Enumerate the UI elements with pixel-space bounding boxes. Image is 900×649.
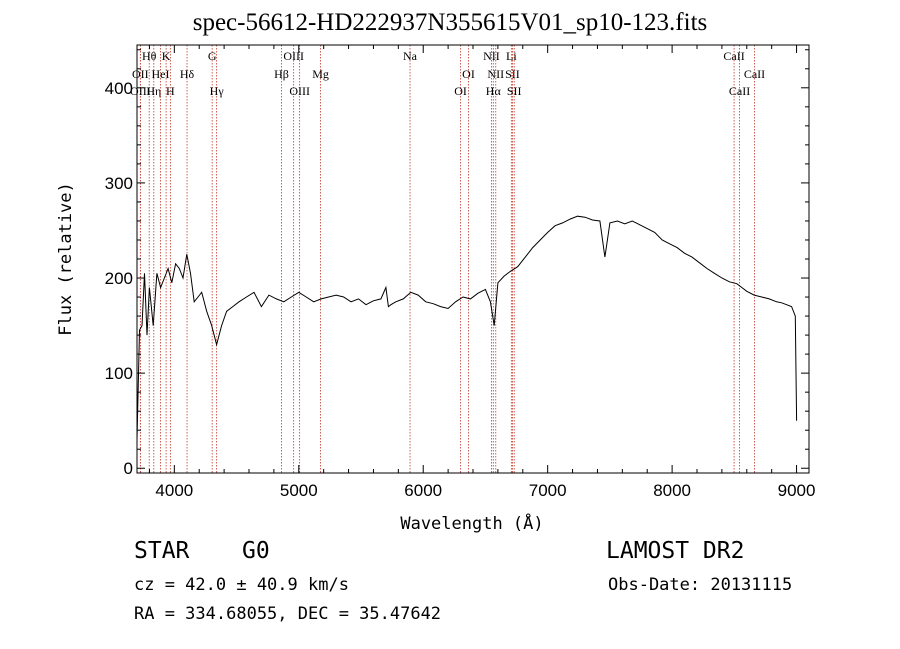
y-tick-label: 400 xyxy=(105,79,133,98)
y-tick-label: 0 xyxy=(124,459,133,478)
spectral-line-label: Mg xyxy=(312,67,329,81)
spectral-line-label: NII xyxy=(483,49,500,63)
spectral-line-label: H xyxy=(166,84,175,98)
spectral-line-label: CaII xyxy=(744,67,765,81)
spectral-line-label: Na xyxy=(403,49,418,63)
y-tick-label: 300 xyxy=(105,174,133,193)
x-tick-label: 7000 xyxy=(529,481,567,500)
spectral-line-label: Hβ xyxy=(274,67,289,81)
plot-frame xyxy=(136,44,810,474)
y-axis-label: Flux (relative) xyxy=(56,182,76,336)
chart-title: spec-56612-HD222937N355615V01_sp10-123.f… xyxy=(192,9,708,36)
observation-date: Obs-Date: 20131115 xyxy=(608,575,793,595)
y-tick-label: 100 xyxy=(105,364,133,383)
x-axis-label: Wavelength (Å) xyxy=(400,512,543,534)
spectral-line-label: HeI xyxy=(152,67,170,81)
spectral-line-label: SII xyxy=(505,67,520,81)
spectral-line-label: CaII xyxy=(723,49,744,63)
spectral-line-label: G xyxy=(208,49,217,63)
redshift-velocity: cz = 42.0 ± 40.9 km/s xyxy=(134,575,349,595)
coordinates: RA = 334.68055, DEC = 35.47642 xyxy=(134,604,442,624)
spectral-line-label: OI xyxy=(462,67,475,81)
spectral-line-label: SII xyxy=(507,84,522,98)
spectral-line-label: Hα xyxy=(486,84,502,98)
x-tick-label: 6000 xyxy=(404,481,442,500)
spectral-line-label: Li xyxy=(506,49,517,63)
spectral-line-label: Hγ xyxy=(210,84,225,98)
spectral-line-label: Hη xyxy=(146,84,161,98)
line-marker-layer: HθOIIOIIIHηHeIKHHδGHγHβOIIIOIIIMgNaOIOIN… xyxy=(130,45,765,473)
spectrum-line xyxy=(136,215,798,440)
spectral-line-label: OII xyxy=(132,67,149,81)
survey-name: LAMOST DR2 xyxy=(606,538,745,564)
spectral-line-label: OIII xyxy=(289,84,310,98)
spectral-line-label: Hδ xyxy=(180,67,195,81)
y-tick-label: 200 xyxy=(105,269,133,288)
spectral-line-label: OIII xyxy=(130,84,151,98)
object-class: G0 xyxy=(242,538,270,564)
spectral-line-label: OIII xyxy=(283,49,304,63)
x-tick-label: 5000 xyxy=(280,481,318,500)
x-tick-label: 9000 xyxy=(778,481,816,500)
object-type: STAR xyxy=(134,538,190,564)
spectral-line-label: NII xyxy=(487,67,504,81)
spectral-line-label: OI xyxy=(454,84,467,98)
x-tick-label: 8000 xyxy=(653,481,691,500)
axis-layer: 4000 5000 6000 7000 8000 9000 0 100 200 300 400 xyxy=(105,45,816,500)
spectral-line-label: K xyxy=(162,49,171,63)
x-tick-label: 4000 xyxy=(155,481,193,500)
spectral-line-label: Hθ xyxy=(142,49,157,63)
spectral-line-label: CaII xyxy=(729,84,750,98)
